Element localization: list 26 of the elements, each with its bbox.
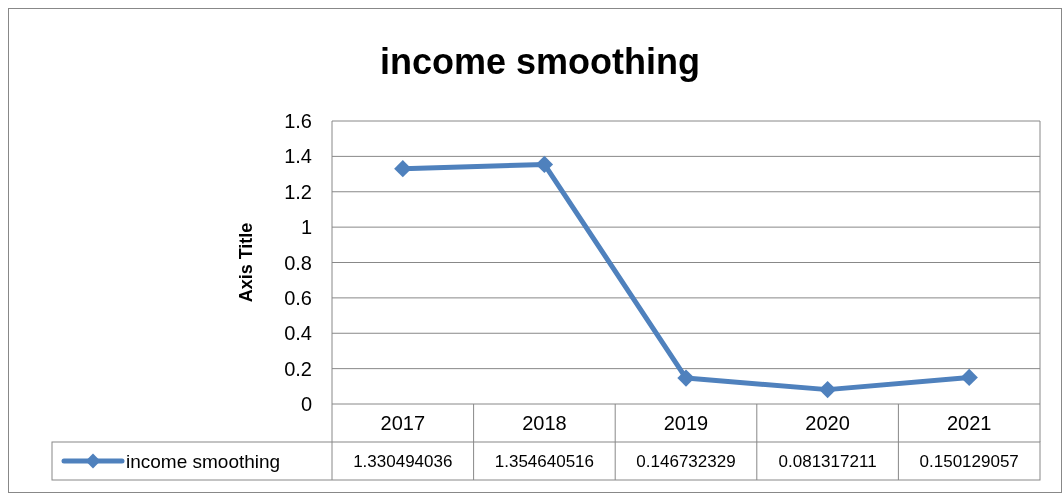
y-tick-label: 0.4 xyxy=(284,322,312,345)
point xyxy=(960,368,978,387)
data-label: 1.330494036 xyxy=(353,451,453,471)
y-tick-label: 0.6 xyxy=(284,286,312,309)
x-tick-label: 2020 xyxy=(805,412,850,434)
y-tick-label: 1.2 xyxy=(284,180,312,203)
data-label: 0.150129057 xyxy=(919,451,1019,471)
point xyxy=(818,380,837,399)
data-label: 0.146732329 xyxy=(636,451,736,471)
point xyxy=(677,369,695,387)
y-tick-label: 0.2 xyxy=(284,357,312,380)
x-tick-label: 2018 xyxy=(522,412,567,434)
chart-title: income smoothing xyxy=(379,41,701,82)
point xyxy=(535,155,554,174)
x-tick-label: 2017 xyxy=(380,412,426,434)
x-tick-label: 2019 xyxy=(663,412,709,434)
y-tick-label: 1 xyxy=(300,216,312,239)
y-tick-label: 1.4 xyxy=(284,145,312,168)
y-tick-label: 0.8 xyxy=(284,251,312,274)
data-label: 1.354640516 xyxy=(494,451,595,471)
y-tick-label: 1.6 xyxy=(284,110,312,132)
data-label: 0.081317211 xyxy=(778,451,877,471)
legend-label: income smoothing xyxy=(126,450,281,472)
y-axis-title: Axis Title xyxy=(236,222,256,303)
y-tick-label: 0 xyxy=(300,393,312,415)
x-tick-label: 2021 xyxy=(946,412,992,434)
